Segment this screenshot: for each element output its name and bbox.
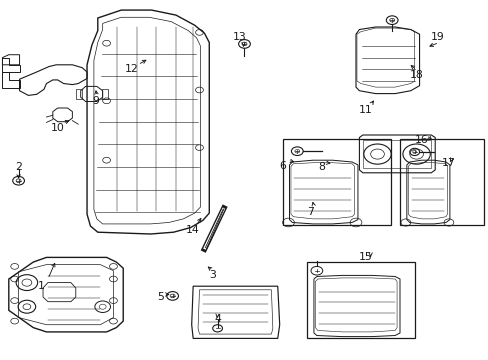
Text: 3: 3 [209, 270, 216, 280]
Text: 4: 4 [214, 314, 221, 324]
Text: 8: 8 [318, 162, 325, 172]
Text: 17: 17 [441, 158, 455, 168]
Text: 9: 9 [92, 96, 99, 106]
Text: 1: 1 [38, 281, 45, 291]
Text: 19: 19 [430, 32, 444, 42]
Text: 18: 18 [409, 70, 423, 80]
Text: 6: 6 [279, 161, 285, 171]
Text: 5: 5 [157, 292, 163, 302]
Text: 11: 11 [358, 105, 372, 115]
Text: 13: 13 [232, 32, 246, 42]
Text: 16: 16 [414, 135, 427, 145]
Text: 14: 14 [186, 225, 200, 235]
Text: 10: 10 [51, 123, 64, 133]
Text: 7: 7 [306, 207, 313, 217]
Text: 2: 2 [15, 162, 22, 172]
Text: 15: 15 [358, 252, 372, 262]
Text: 12: 12 [125, 64, 139, 74]
